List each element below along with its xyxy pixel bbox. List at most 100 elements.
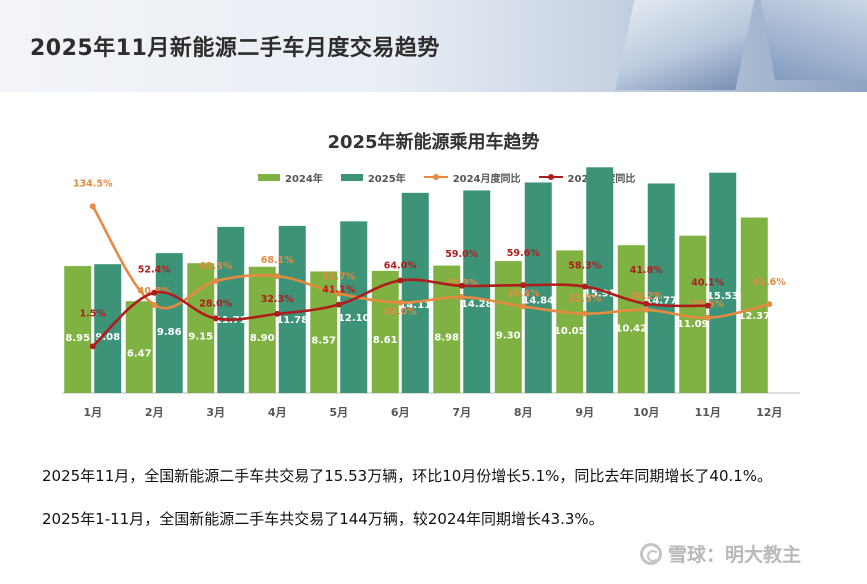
bar-2024-3 xyxy=(187,263,215,393)
bar-2025-5 xyxy=(340,221,368,393)
yoy-2025-point-2 xyxy=(151,289,158,296)
bar-2024-7 xyxy=(433,265,461,393)
yoy-2024-point-10 xyxy=(643,306,650,313)
yoy-2025-label-1: 1.5% xyxy=(80,308,107,319)
bar-2024-4 xyxy=(248,266,276,393)
x-tick-label-6: 6月 xyxy=(391,406,410,419)
x-tick-label-11: 11月 xyxy=(695,406,721,419)
legend-label-2024: 2024年 xyxy=(285,173,323,185)
yoy-2025-line xyxy=(91,278,708,348)
x-tick-label-4: 4月 xyxy=(268,406,287,419)
x-tick-label-2: 2月 xyxy=(145,406,164,419)
summary-line-2: 2025年1-11月，全国新能源二手车共交易了144万辆，较2024年同期增长4… xyxy=(42,510,604,528)
xueqiu-logo-icon xyxy=(640,542,662,565)
yoy-2025-point-8 xyxy=(520,282,527,289)
yoy-2024-label-5: 51.7% xyxy=(322,271,355,282)
watermark-text: 雪球：明大教主 xyxy=(668,544,802,566)
legend-line-2024-yoy xyxy=(423,173,448,181)
summary-line-1: 2025年11月，全国新能源二手车共交易了15.53万辆，环比10月份增长5.1… xyxy=(42,467,773,485)
legend-label-2025: 2025年 xyxy=(367,173,406,185)
yoy-2024-label-12: 41.6% xyxy=(753,277,786,288)
bar-2024-1 xyxy=(64,266,92,393)
page-title: 2025年11月新能源二手车月度交易趋势 xyxy=(30,36,440,61)
bar-label-2025-5: 12.10 xyxy=(338,313,370,324)
legend-label-2024-yoy: 2024月度同比 xyxy=(452,173,521,185)
bar-2025-8 xyxy=(524,182,552,393)
bar-2025-7 xyxy=(463,190,491,393)
yoy-2024-label-9: 32.5% xyxy=(568,294,601,305)
yoy-2025-point-6 xyxy=(397,277,404,284)
x-tick-label-9: 9月 xyxy=(575,406,594,419)
yoy-2025-label-7: 59.0% xyxy=(445,249,478,260)
bar-2024-11 xyxy=(679,235,707,393)
bar-label-2025-6: 14.11 xyxy=(399,300,431,311)
bar-label-2025-11: 15.53 xyxy=(707,291,739,302)
yoy-2025-point-11 xyxy=(704,302,711,309)
bar-label-2024-5: 8.57 xyxy=(311,335,336,346)
yoy-2024-point-12 xyxy=(766,301,773,308)
x-tick-label-5: 5月 xyxy=(329,406,348,419)
bar-label-2024-10: 10.42 xyxy=(615,323,647,334)
yoy-2024-point-9 xyxy=(581,310,588,317)
bar-label-2025-7: 14.28 xyxy=(461,299,493,310)
combo-chart: 8.95 9.081月6.479.862月9.1511.713月8.9011.78… xyxy=(62,167,800,419)
legend-swatch-2024 xyxy=(258,173,280,181)
yoy-2025-label-10: 41.8% xyxy=(630,265,663,276)
yoy-2024-point-8 xyxy=(520,303,527,310)
bar-label-2025-4: 11.78 xyxy=(276,315,308,326)
yoy-2024-point-7 xyxy=(458,294,465,301)
bar-label-2025-9: 15.91 xyxy=(584,288,616,299)
bar-label-2024-9: 10.05 xyxy=(554,326,586,337)
bar-label-2024-1: 8.95 xyxy=(65,333,90,344)
yoy-2025-point-5 xyxy=(335,301,342,308)
bar-label-2024-4: 8.90 xyxy=(250,333,275,344)
bar-label-2025-10: 14.77 xyxy=(645,296,677,307)
bar-2025-4 xyxy=(278,225,306,393)
yoy-2025-point-3 xyxy=(212,315,219,322)
x-tick-label-12: 12月 xyxy=(756,406,782,419)
legend-swatch-2025 xyxy=(340,173,363,181)
yoy-2024-label-6: 43.0% xyxy=(384,307,417,318)
bar-2025-10 xyxy=(647,183,675,393)
yoy-2025-label-9: 58.3% xyxy=(568,261,601,272)
bar-label-2025-2: 9.86 xyxy=(157,327,182,338)
bar-2025-6 xyxy=(401,192,429,393)
yoy-2025-label-4: 32.3% xyxy=(261,294,294,305)
bar-label-2024-11: 11.09 xyxy=(677,319,709,330)
bar-2024-8 xyxy=(494,261,522,393)
bar-2025-2 xyxy=(155,253,183,393)
x-tick-label-10: 10月 xyxy=(633,406,659,419)
yoy-2025-label-3: 28.0% xyxy=(199,298,232,309)
bar-label-2024-6: 8.61 xyxy=(373,335,398,346)
bar-2024-9 xyxy=(556,250,584,393)
yoy-2024-point-3 xyxy=(212,278,219,285)
yoy-2025-point-4 xyxy=(274,310,281,317)
x-tick-label-1: 1月 xyxy=(83,406,102,419)
yoy-2024-label-4: 68.1% xyxy=(261,255,294,266)
bar-label-2024-8: 9.30 xyxy=(496,331,521,342)
yoy-2025-label-6: 64.0% xyxy=(384,261,417,272)
bar-2025-11 xyxy=(709,172,737,393)
legend-line-2025-yoy xyxy=(538,173,563,181)
yoy-2024-label-10: 36.2% xyxy=(630,291,663,302)
bar-label-2024-2: 6.47 xyxy=(127,349,152,360)
legend-item-2025: 2025年 xyxy=(340,170,406,185)
bar-2024-10 xyxy=(617,245,645,393)
yoy-2025-label-5: 41.1% xyxy=(322,285,355,296)
chart-title: 2025年新能源乘用车趋势 xyxy=(327,132,540,153)
bar-2024-6 xyxy=(371,270,399,393)
yoy-2024-point-1 xyxy=(89,203,96,210)
yoy-2024-label-8: 39.4% xyxy=(507,288,540,299)
yoy-2025-point-9 xyxy=(581,283,588,290)
bar-2025-9 xyxy=(586,167,614,393)
yoy-2025-label-11: 40.1% xyxy=(691,278,724,289)
yoy-2024-point-6 xyxy=(397,299,404,306)
yoy-2024-point-2 xyxy=(151,301,158,308)
x-tick-label-7: 7月 xyxy=(452,406,471,419)
bar-2024-2 xyxy=(125,301,153,393)
yoy-2025-point-7 xyxy=(458,282,465,289)
bar-label-2025-1: 9.08 xyxy=(95,332,120,343)
legend-item-2024: 2024年 xyxy=(258,170,323,185)
yoy-2025-point-1 xyxy=(89,343,96,350)
bar-label-2025-8: 14.84 xyxy=(522,295,554,306)
